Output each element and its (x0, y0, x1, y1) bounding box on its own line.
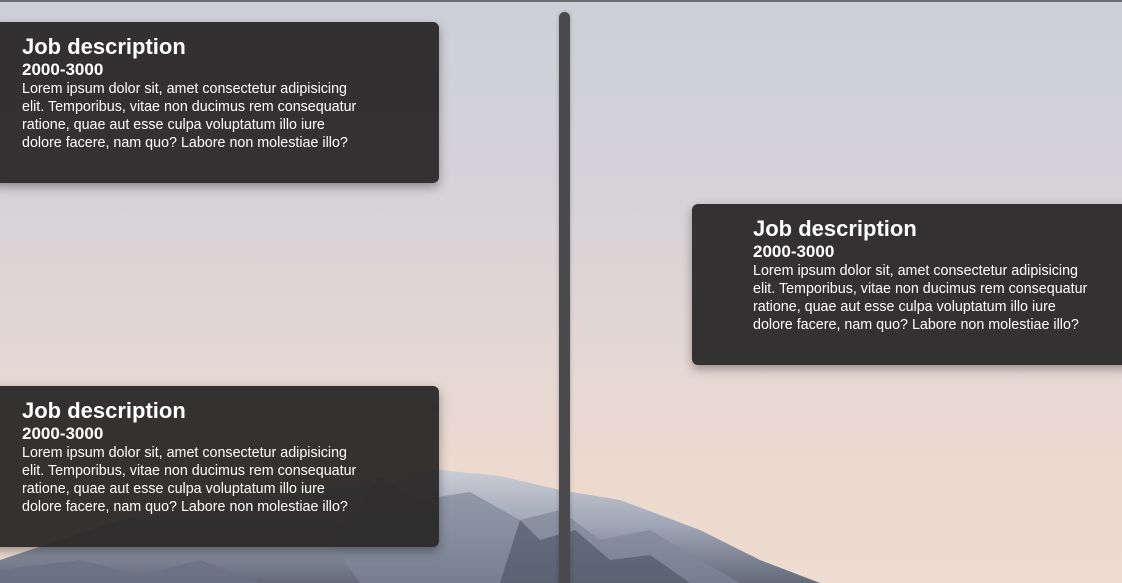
card-text: Lorem ipsum dolor sit, amet consectetur … (22, 445, 357, 515)
card-text: Lorem ipsum dolor sit, amet consectetur … (22, 81, 357, 151)
card-title: Job description (22, 398, 186, 423)
timeline-card-2: Job description 2000-3000 Lorem ipsum do… (692, 204, 1122, 365)
card-years: 2000-3000 (22, 424, 104, 443)
card-years: 2000-3000 (753, 242, 835, 261)
card-title: Job description (22, 34, 186, 59)
card-title: Job description (753, 216, 917, 241)
timeline-line (559, 12, 570, 583)
card-years: 2000-3000 (22, 60, 104, 79)
card-text: Lorem ipsum dolor sit, amet consectetur … (753, 263, 1088, 333)
top-border (0, 0, 1122, 2)
timeline-card-3: Job description 2000-3000 Lorem ipsum do… (0, 386, 439, 547)
timeline-card-1: Job description 2000-3000 Lorem ipsum do… (0, 22, 439, 183)
